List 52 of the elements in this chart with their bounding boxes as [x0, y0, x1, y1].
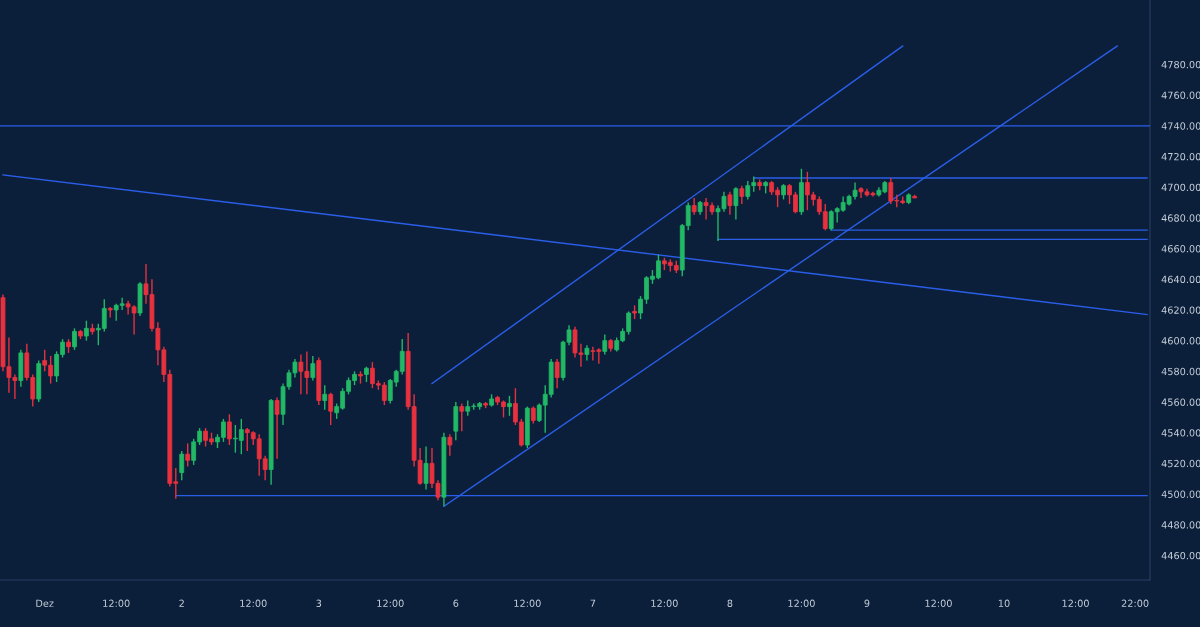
x-tick-label: 22:00 — [1121, 599, 1149, 607]
x-tick-label: 9 — [864, 599, 870, 607]
y-tick-label: 4520.00 — [1161, 459, 1200, 468]
y-tick-label: 4480.00 — [1161, 521, 1200, 529]
y-tick-label: 4660.00 — [1161, 245, 1200, 253]
x-tick-label: 8 — [727, 599, 733, 607]
y-tick-label: 4700.00 — [1161, 183, 1200, 192]
x-tick-label: 3 — [316, 599, 322, 607]
y-tick-label: 4640.00 — [1161, 275, 1200, 284]
candlestick — [185, 442, 191, 468]
y-tick-label: 4560.00 — [1161, 398, 1200, 406]
candlestick — [310, 355, 316, 382]
x-tick-label: 12:00 — [240, 599, 267, 607]
candlestick — [227, 413, 232, 446]
y-tick-label: 4580.00 — [1161, 367, 1200, 376]
x-tick-label: 12:00 — [377, 599, 404, 607]
y-tick-label: 4720.00 — [1161, 152, 1200, 161]
x-tick-label: 10 — [998, 599, 1010, 607]
candlestick — [602, 333, 608, 356]
candlestick — [507, 395, 512, 417]
x-tick-label: 2 — [179, 599, 184, 607]
x-tick-label: 6 — [453, 599, 459, 607]
y-tick-label: 4500.00 — [1161, 490, 1200, 498]
candlestick — [739, 184, 745, 205]
y-tick-label: 4620.00 — [1161, 306, 1200, 314]
candlestick — [84, 319, 89, 342]
y-tick-label: 4780.00 — [1161, 60, 1200, 69]
x-tick-label: Dez — [36, 599, 54, 607]
y-tick-label: 4540.00 — [1161, 429, 1200, 437]
y-tick-label: 4680.00 — [1161, 214, 1200, 222]
candlestick — [72, 327, 77, 351]
candlestick — [459, 402, 465, 432]
candlestick — [554, 358, 560, 389]
x-tick-label: 12:00 — [788, 599, 815, 607]
candlestick — [727, 191, 733, 216]
candlestick — [322, 384, 328, 411]
x-tick-label: 12:00 — [514, 599, 541, 607]
y-tick-label: 4460.00 — [1161, 551, 1200, 560]
candlestick — [423, 445, 429, 491]
candlestick — [274, 396, 280, 460]
candlestick — [447, 433, 453, 457]
candlestick — [733, 186, 739, 221]
x-tick-label: 7 — [590, 599, 596, 607]
candlestick — [328, 392, 334, 426]
x-tick-label: 12:00 — [103, 599, 130, 607]
y-tick-label: 4760.00 — [1161, 91, 1200, 99]
x-tick-label: 12:00 — [925, 599, 952, 607]
y-tick-label: 4600.00 — [1161, 337, 1200, 345]
y-tick-label: 4740.00 — [1161, 122, 1200, 130]
x-tick-label: 12:00 — [1062, 599, 1089, 607]
x-tick-label: 12:00 — [651, 599, 678, 607]
candlestick — [179, 450, 185, 481]
